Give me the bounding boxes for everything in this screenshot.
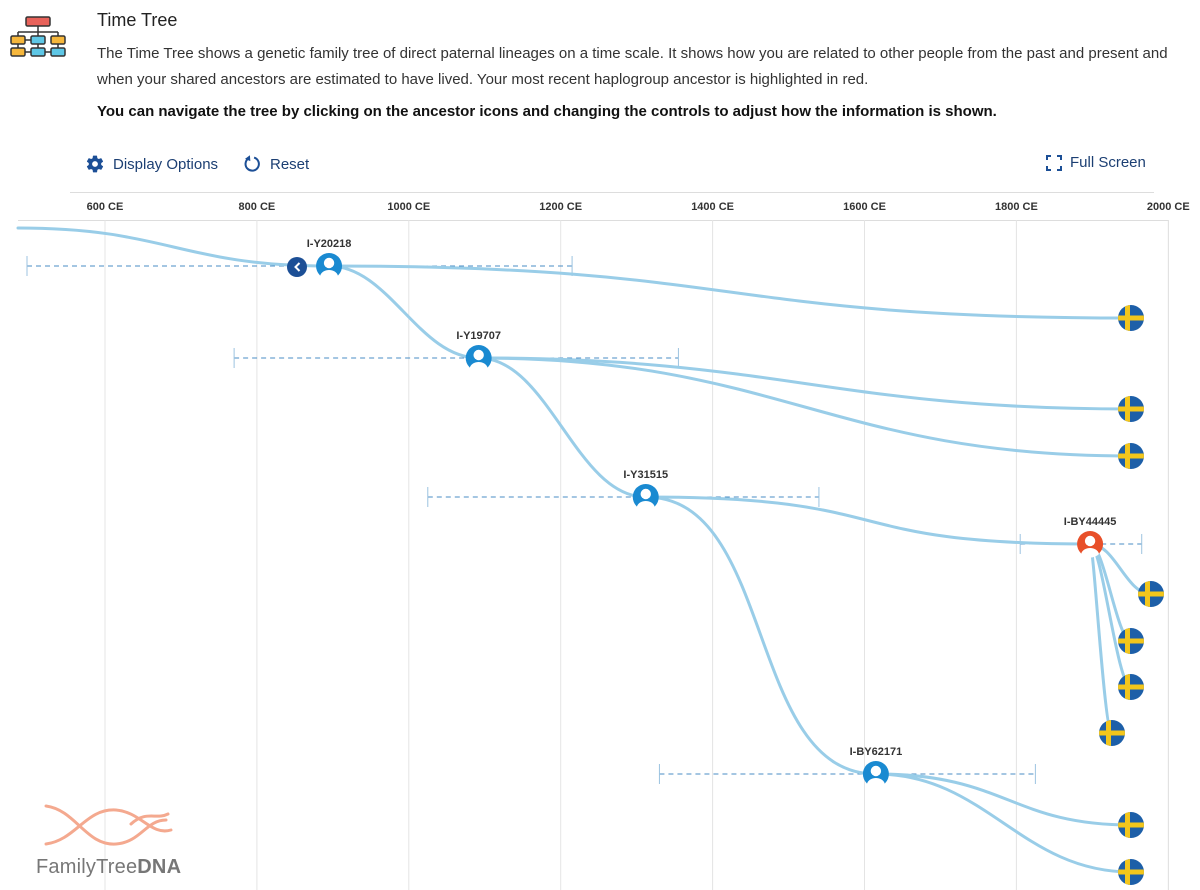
display-options-label: Display Options [113, 155, 219, 173]
sweden-flag-icon[interactable] [1117, 858, 1145, 886]
tree-branch [644, 495, 878, 776]
axis-tick-label: 800 CE [238, 201, 276, 213]
tree-branch [477, 356, 1133, 458]
ancestor-label: I-BY44445 [1064, 516, 1117, 528]
flag-cross-horizontal [1118, 406, 1144, 412]
gear-icon [85, 154, 105, 174]
sweden-flag-icon[interactable] [1117, 442, 1145, 470]
sweden-flag-icon[interactable] [1137, 580, 1165, 608]
familytreedna-logo [36, 800, 206, 880]
navigation-hint: You can navigate the tree by clicking on… [97, 103, 997, 120]
sweden-flag-icon[interactable] [1117, 395, 1145, 423]
tree-chart-icon [8, 14, 68, 60]
flag-cross-horizontal [1118, 638, 1144, 644]
person-head [640, 488, 651, 500]
axis-tick-label: 1200 CE [539, 201, 583, 213]
reset-icon [242, 154, 262, 174]
person-icon [1081, 535, 1100, 558]
axis-tick-label: 1800 CE [994, 201, 1038, 213]
person-icon [469, 349, 488, 372]
flag-cross-horizontal [1118, 822, 1144, 828]
collapse-button[interactable] [287, 257, 307, 277]
axis-tick-label: 1400 CE [691, 201, 734, 213]
flag-fill [1118, 396, 1144, 422]
logo-text: FamilyTreeDNA [36, 856, 182, 878]
person-body [320, 270, 339, 280]
tree-branch [477, 356, 1133, 411]
ancestor-label: I-Y20218 [307, 238, 352, 250]
flag-fill [1118, 443, 1144, 469]
flag-cross-horizontal [1138, 591, 1164, 597]
flag-cross-horizontal [1118, 684, 1144, 690]
person-body [866, 778, 885, 788]
reset-button[interactable]: Reset [242, 154, 309, 174]
sweden-flag-icon[interactable] [1117, 673, 1145, 701]
ancestor-node[interactable] [316, 253, 343, 280]
ancestor-node[interactable] [465, 345, 492, 372]
flag-fill [1118, 812, 1144, 838]
ancestor-label: I-Y31515 [623, 469, 668, 481]
tree-branch [16, 226, 331, 268]
person-body [1081, 548, 1100, 558]
tree-branches [16, 226, 1153, 874]
person-icon [636, 488, 655, 511]
person-head [870, 765, 882, 777]
person-head [1084, 535, 1096, 547]
ancestor-node[interactable] [862, 761, 889, 788]
page-title: Time Tree [97, 10, 178, 30]
flag-fill [1138, 581, 1164, 607]
person-icon [866, 765, 885, 788]
sweden-flag-icon[interactable] [1098, 719, 1126, 747]
flag-fill [1118, 628, 1144, 654]
flag-cross-horizontal [1118, 869, 1144, 875]
collapse-icon[interactable] [287, 257, 307, 277]
display-options-button[interactable]: Display Options [85, 154, 218, 174]
fullscreen-icon [1046, 154, 1062, 171]
flag-fill [1118, 859, 1144, 885]
page-description: The Time Tree shows a genetic family tre… [97, 45, 1168, 88]
tree-branch [644, 495, 1092, 546]
person-icon [320, 257, 339, 280]
flag-cross-horizontal [1099, 730, 1125, 736]
axis-tick-label: 1000 CE [387, 201, 431, 213]
flag-fill [1118, 305, 1144, 331]
flag-fill [1118, 674, 1144, 700]
full-screen-label: Full Screen [1070, 154, 1146, 171]
date-ranges [26, 256, 1143, 784]
ancestor-node[interactable] [632, 484, 659, 511]
tree-branch [327, 264, 1133, 320]
full-screen-button[interactable]: Full Screen [1046, 154, 1146, 171]
person-head [473, 349, 484, 361]
person-body [636, 501, 655, 511]
tree-branch [874, 772, 1133, 827]
reset-label: Reset [270, 155, 310, 173]
sweden-flag-icon[interactable] [1117, 627, 1145, 655]
person-head [323, 257, 335, 269]
axis-divider [70, 192, 1154, 193]
axis-tick-label: 600 CE [86, 201, 124, 213]
chevron-left-icon [294, 262, 301, 272]
axis-tick-label: 2000 CE [1146, 201, 1190, 213]
axis-tick-label: 1600 CE [843, 201, 886, 213]
flag-cross-horizontal [1118, 315, 1144, 321]
sweden-flag-icon[interactable] [1117, 811, 1145, 839]
flag-cross-horizontal [1118, 453, 1144, 459]
ancestor-label: I-BY62171 [850, 746, 903, 758]
tree-branch [477, 356, 648, 499]
sweden-flag-icon[interactable] [1117, 304, 1145, 332]
ancestor-nodes: I-Y20218 I-Y19707 I-Y31515 I-BY44445 I-BY621… [287, 238, 1165, 886]
person-body [469, 362, 488, 372]
tree-branch [874, 772, 1133, 874]
flag-fill [1099, 720, 1125, 746]
tree-branch [327, 264, 481, 360]
ancestor-node[interactable] [1077, 531, 1104, 558]
ancestor-label: I-Y19707 [456, 330, 501, 342]
